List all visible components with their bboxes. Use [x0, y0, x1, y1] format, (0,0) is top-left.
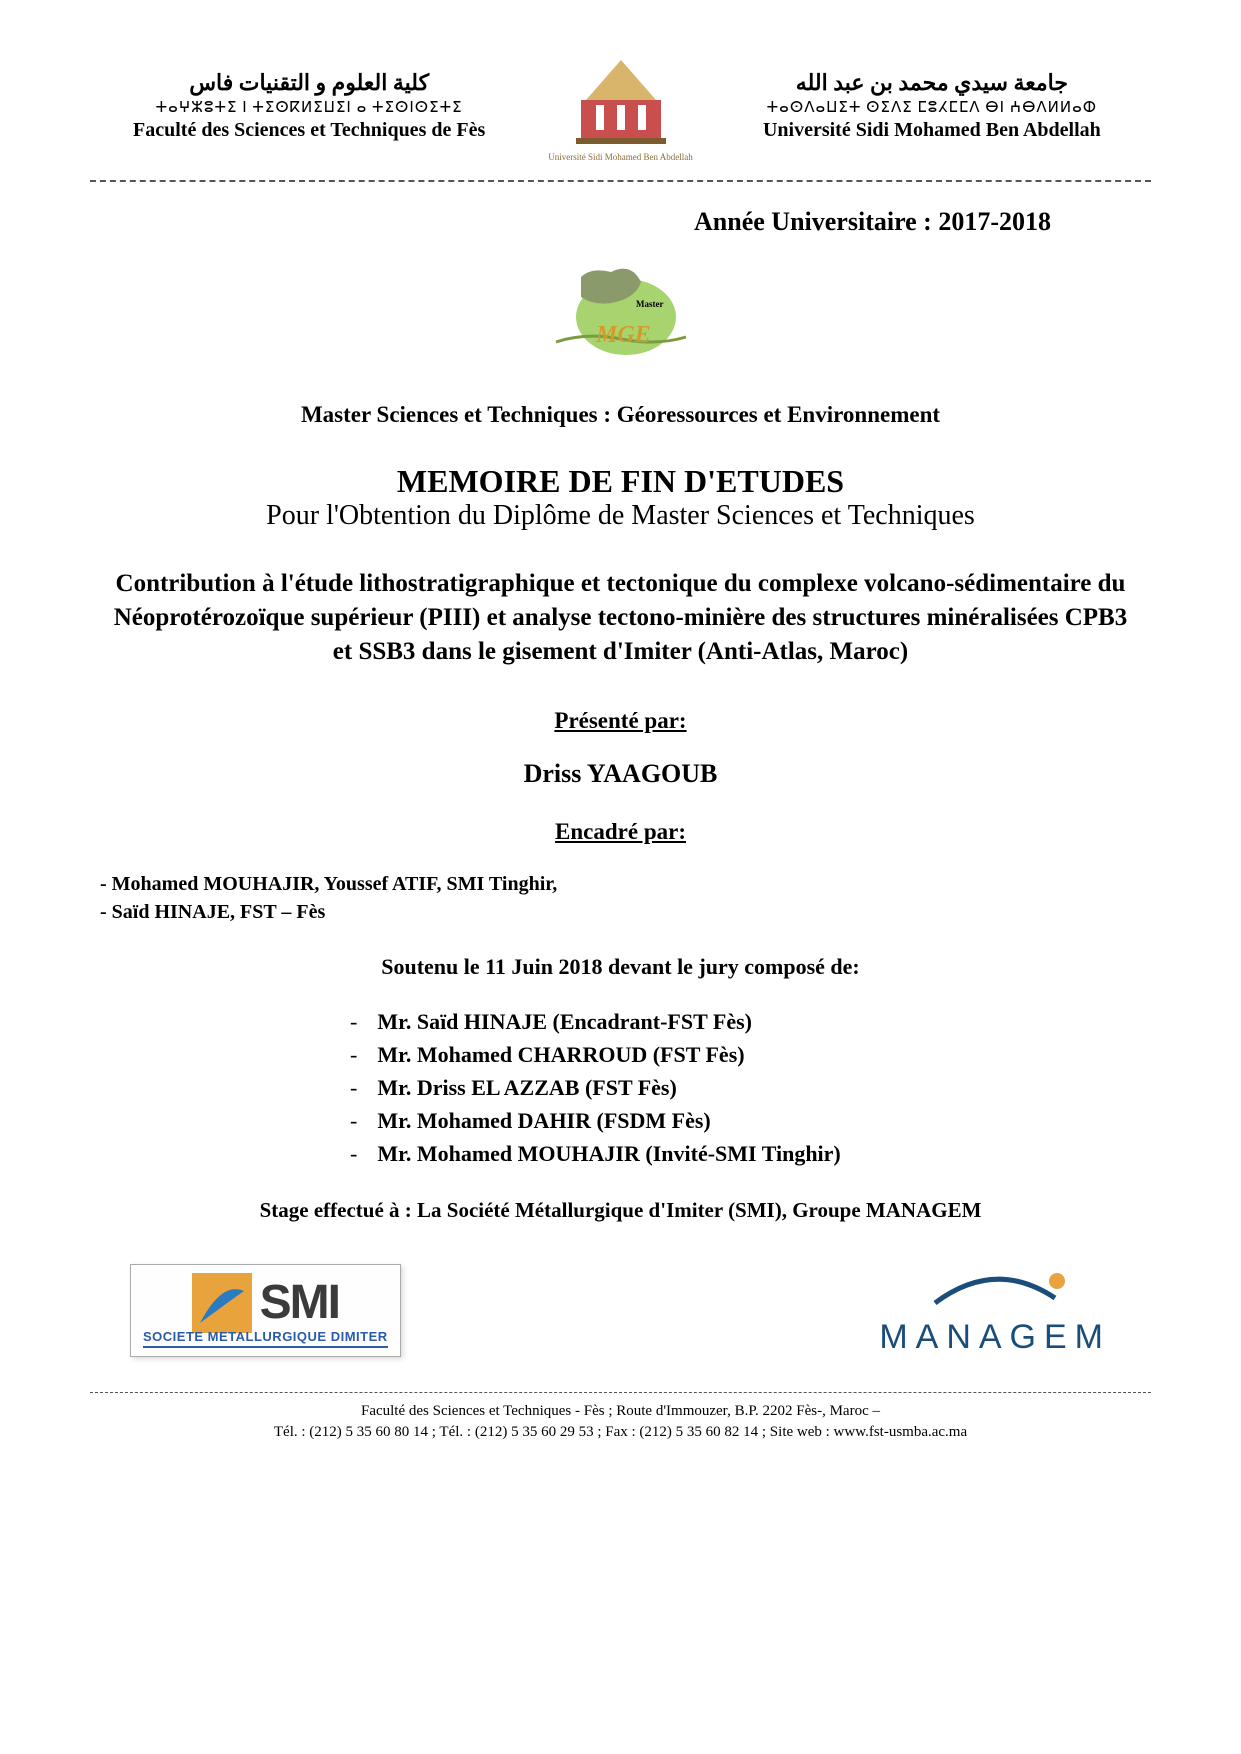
- sponsor-logos: SMI SOCIETE METALLURGIQUE DIMITER MANAGE…: [90, 1263, 1151, 1357]
- university-arabic: جامعة سيدي محمد بن عبد الله: [713, 70, 1151, 96]
- university-emblem-icon: [571, 50, 671, 150]
- svg-text:Master: Master: [636, 299, 663, 309]
- smi-mark-icon: [192, 1273, 252, 1333]
- mge-logo-wrap: MGE Master: [90, 247, 1151, 372]
- university-block: جامعة سيدي محمد بن عبد الله ⵜⴰⵙⴷⴰⵡⵉⵜ ⵙⵉⴷ…: [713, 70, 1151, 142]
- footer-contact: Tél. : (212) 5 35 60 80 14 ; Tél. : (212…: [90, 1422, 1151, 1443]
- mge-logo-icon: MGE Master: [541, 247, 701, 367]
- faculty-block: كلية العلوم و التقنيات فاس ⵜⴰⵖⵣⵓⵜⵉ ⵏ ⵜⵉⵙ…: [90, 70, 528, 142]
- jury-member: Mr. Saïd HINAJE (Encadrant-FST Fès): [350, 1005, 1151, 1038]
- smi-logo: SMI SOCIETE METALLURGIQUE DIMITER: [130, 1264, 401, 1357]
- academic-year: Année Universitaire : 2017-2018: [90, 207, 1151, 237]
- internship-location: Stage effectué à : La Société Métallurgi…: [90, 1198, 1151, 1223]
- jury-list: Mr. Saïd HINAJE (Encadrant-FST Fès) Mr. …: [350, 1005, 1151, 1170]
- emblem-label: Université Sidi Mohamed Ben Abdellah: [548, 152, 692, 162]
- supervisors-list: - Mohamed MOUHAJIR, Youssef ATIF, SMI Ti…: [100, 870, 1151, 926]
- jury-member: Mr. Mohamed MOUHAJIR (Invité-SMI Tinghir…: [350, 1137, 1151, 1170]
- thesis-title: Contribution à l'étude lithostratigraphi…: [110, 567, 1131, 668]
- faculty-french: Faculté des Sciences et Techniques de Fè…: [90, 119, 528, 142]
- managem-text: MANAGEM: [879, 1318, 1111, 1357]
- memoire-heading: MEMOIRE DE FIN D'ETUDES: [90, 463, 1151, 500]
- defense-date: Soutenu le 11 Juin 2018 devant le jury c…: [90, 954, 1151, 980]
- faculty-arabic: كلية العلوم و التقنيات فاس: [90, 70, 528, 96]
- author-name: Driss YAAGOUB: [90, 759, 1151, 789]
- university-french: Université Sidi Mohamed Ben Abdellah: [713, 119, 1151, 142]
- managem-arc-icon: [895, 1263, 1095, 1313]
- diploma-subtitle: Pour l'Obtention du Diplôme de Master Sc…: [90, 500, 1151, 532]
- emblem-block: Université Sidi Mohamed Ben Abdellah: [548, 50, 692, 162]
- supervisor-line: - Saïd HINAJE, FST – Fès: [100, 898, 1151, 926]
- footer: Faculté des Sciences et Techniques - Fès…: [90, 1401, 1151, 1443]
- faculty-tifinagh: ⵜⴰⵖⵣⵓⵜⵉ ⵏ ⵜⵉⵙⴽⵍⵉⵡⵉⵏ ⴰ ⵜⵉⵙⵏⵙⵉⵜⵉ: [90, 98, 528, 117]
- footer-address: Faculté des Sciences et Techniques - Fès…: [90, 1401, 1151, 1422]
- managem-logo: MANAGEM: [879, 1263, 1111, 1357]
- jury-member: Mr. Mohamed DAHIR (FSDM Fès): [350, 1104, 1151, 1137]
- jury-member: Mr. Mohamed CHARROUD (FST Fès): [350, 1038, 1151, 1071]
- svg-text:MGE: MGE: [595, 322, 651, 348]
- smi-text: SMI: [260, 1275, 339, 1330]
- presented-by-label: Présenté par:: [90, 708, 1151, 734]
- jury-member: Mr. Driss EL AZZAB (FST Fès): [350, 1071, 1151, 1104]
- university-tifinagh: ⵜⴰⵙⴷⴰⵡⵉⵜ ⵙⵉⴷⵉ ⵎⵓⵃⵎⵎⴷ ⴱⵏ ⵄⴱⴷⵍⵍⴰⵀ: [713, 98, 1151, 117]
- header: كلية العلوم و التقنيات فاس ⵜⴰⵖⵣⵓⵜⵉ ⵏ ⵜⵉⵙ…: [90, 50, 1151, 162]
- footer-divider: [90, 1392, 1151, 1393]
- program-title: Master Sciences et Techniques : Géoresso…: [90, 402, 1151, 428]
- smi-subtitle: SOCIETE METALLURGIQUE DIMITER: [143, 1329, 388, 1348]
- supervised-by-label: Encadré par:: [90, 819, 1151, 845]
- header-divider: [90, 180, 1151, 182]
- supervisor-line: - Mohamed MOUHAJIR, Youssef ATIF, SMI Ti…: [100, 870, 1151, 898]
